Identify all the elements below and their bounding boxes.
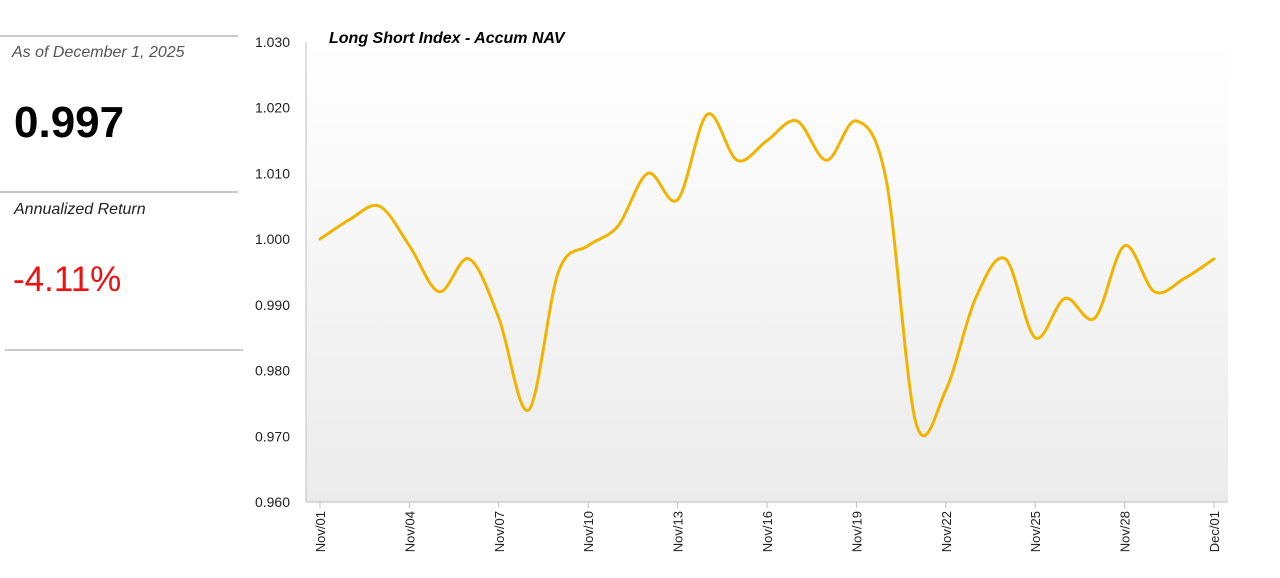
x-tick-label: Nov/13 — [671, 511, 686, 552]
x-tick-label: Nov/01 — [313, 511, 328, 552]
y-tick-label: 1.030 — [255, 34, 290, 50]
chart-title: Long Short Index - Accum NAV — [329, 30, 566, 47]
divider-middle — [0, 191, 238, 193]
y-axis-ticks: 0.960 0.970 0.980 0.990 1.000 1.010 1.020 1.030 — [255, 34, 290, 510]
series-lines — [318, 112, 1216, 438]
x-tick-label: Nov/25 — [1028, 511, 1043, 552]
divider-top — [0, 35, 238, 37]
summary-panel: As of December 1, 2025 0.997 Annualized … — [0, 0, 245, 578]
y-tick-label: 1.020 — [255, 100, 290, 116]
divider-bottom — [5, 349, 243, 351]
y-tick-label: 1.010 — [255, 165, 290, 181]
nav-series-line — [318, 112, 1216, 438]
x-tick-label: Nov/22 — [939, 511, 954, 552]
x-tick-label: Nov/28 — [1118, 511, 1133, 552]
y-tick-label: 0.970 — [255, 428, 290, 444]
x-tick-label: Nov/10 — [581, 511, 596, 552]
y-tick-label: 0.960 — [255, 494, 290, 510]
annualized-return-value: -4.11% — [13, 260, 122, 299]
as-of-date: As of December 1, 2025 — [12, 44, 185, 61]
y-tick-label: 1.000 — [255, 231, 290, 247]
x-tick-label: Dec/01 — [1207, 511, 1222, 552]
annualized-return-label: Annualized Return — [14, 201, 146, 218]
x-tick-label: Nov/16 — [760, 511, 775, 552]
plot-area — [306, 42, 1228, 502]
x-tick-label: Nov/07 — [492, 511, 507, 552]
x-tick-label: Nov/19 — [849, 511, 864, 552]
y-tick-label: 0.980 — [255, 363, 290, 379]
nav-value: 0.997 — [14, 98, 125, 147]
x-axis-ticks: Nov/01 Nov/04 Nov/07 Nov/10 Nov/13 Nov/16 Nov/… — [313, 502, 1222, 552]
y-tick-label: 0.990 — [255, 297, 290, 313]
x-tick-label: Nov/04 — [402, 511, 417, 552]
